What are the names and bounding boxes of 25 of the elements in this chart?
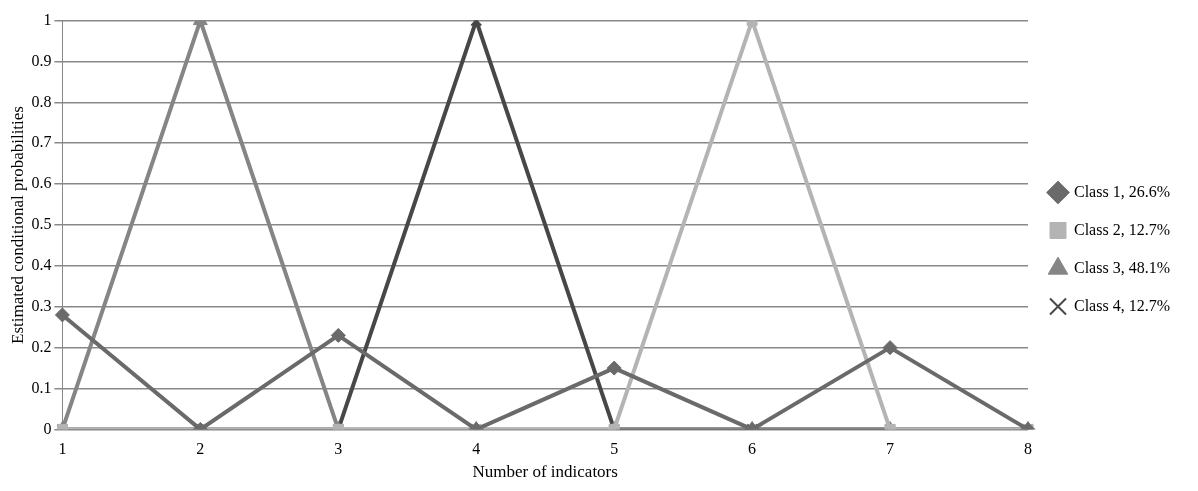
y-tick-label: 0.4 <box>31 256 52 274</box>
y-tick-label: 0.3 <box>31 296 52 314</box>
legend-label: Class 4, 12.7% <box>1074 296 1170 314</box>
y-tick-label: 0.7 <box>31 133 52 151</box>
x-tick-label: 6 <box>748 440 757 458</box>
x-tick-label: 7 <box>886 440 895 458</box>
x-axis-title: Number of indicators <box>472 462 618 482</box>
x-tick-label: 5 <box>610 440 619 458</box>
y-tick-label: 0.2 <box>31 337 52 355</box>
y-tick-label: 0.6 <box>31 174 52 192</box>
legend-label: Class 2, 12.7% <box>1074 220 1170 238</box>
y-tick-label: 0.5 <box>31 215 52 233</box>
y-tick-label: 0 <box>43 419 52 437</box>
legend-label: Class 3, 48.1% <box>1074 258 1170 276</box>
y-axis-title: Estimated conditional probabilities <box>7 106 27 344</box>
x-tick-label: 3 <box>334 440 343 458</box>
y-tick-label: 0.9 <box>31 51 52 69</box>
x-tick-label: 4 <box>472 440 481 458</box>
x-tick-label: 2 <box>196 440 205 458</box>
y-tick-label: 0.1 <box>31 378 52 396</box>
legend-label: Class 1, 26.6% <box>1074 182 1170 200</box>
y-tick-label: 0.8 <box>31 92 52 110</box>
x-tick-label: 8 <box>1024 440 1032 458</box>
y-tick-label: 1 <box>43 10 52 28</box>
x-tick-label: 1 <box>58 440 67 458</box>
